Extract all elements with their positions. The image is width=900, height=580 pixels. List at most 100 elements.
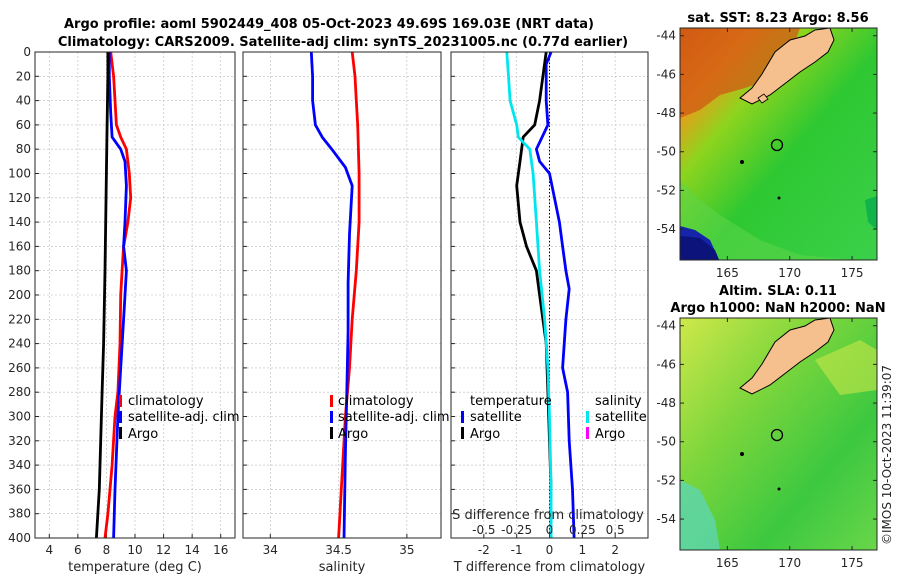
y-tick-label: 0	[23, 45, 31, 59]
legend-swatch-climatology	[330, 395, 333, 407]
y-tick-label: 360	[8, 482, 31, 496]
auckland-island-icon	[777, 487, 781, 491]
legend-label-climatology: climatology	[338, 394, 414, 409]
snares-island-icon	[740, 452, 744, 456]
x-tick-label: 34	[263, 543, 278, 557]
lat-tick-label: -44	[656, 319, 676, 333]
sst-map-frame	[679, 27, 878, 261]
green-patch	[680, 180, 855, 260]
lat-tick-label: -52	[656, 183, 676, 197]
x-tick-label: 2	[611, 543, 619, 557]
y-tick-label: 180	[8, 264, 31, 278]
y-tick-label: 340	[8, 458, 31, 472]
series-salinity-satellite	[505, 51, 553, 538]
sla-map-title-1: Altim. SLA: 0.11	[719, 284, 837, 299]
y-tick-label: 280	[8, 385, 31, 399]
x-tick-label: 10	[127, 543, 142, 557]
y-tick-label: 380	[8, 507, 31, 521]
snares-island-icon	[740, 160, 744, 164]
y-tick-label: 100	[8, 167, 31, 181]
y-tick-label: 80	[16, 142, 31, 156]
series-satellite-adj-clim	[309, 51, 354, 539]
legend-swatch-climatology	[119, 395, 122, 407]
lat-tick-label: -50	[656, 435, 676, 449]
warm-water-patch	[680, 28, 800, 118]
cold-water-core	[680, 236, 720, 260]
x-axis-label: salinity	[319, 560, 366, 575]
y-tick-label: 140	[8, 215, 31, 229]
s-tick-label: 0.5	[606, 523, 625, 537]
profile-marker-icon	[770, 428, 784, 442]
legend-label-temp-satellite: satellite	[470, 410, 522, 425]
lon-tick-label: 175	[841, 266, 864, 280]
y-tick-label: 260	[8, 361, 31, 375]
y-tick-label: 300	[8, 410, 31, 424]
temperature-panel: 0 20 40 60 80 100 120 140 160 180 200 220 240 260 280 3…	[8, 45, 236, 575]
y-tick-label: 160	[8, 239, 31, 253]
sst-map	[680, 28, 877, 260]
legend-swatch-sal-argo	[586, 427, 589, 439]
lat-tick-label: -50	[656, 145, 676, 159]
land-new-zealand	[739, 318, 835, 395]
x-tick-label: 0	[546, 543, 554, 557]
legend-label-argo: Argo	[338, 427, 368, 442]
x-tick-label: 8	[103, 543, 111, 557]
sla-map-frame	[679, 317, 878, 551]
profile-marker-icon	[770, 138, 784, 152]
legend-label-satellite: satellite-adj. clim	[128, 410, 240, 425]
legend-label-satellite: satellite-adj. clim	[338, 410, 450, 425]
series-climatology	[103, 51, 133, 539]
legend-label-sal-satellite: satellite	[595, 410, 647, 425]
difference-panel: -2 -1 0 1 2 T difference from climatology	[450, 51, 649, 575]
east-patch	[865, 196, 877, 230]
x-tick-label: 6	[74, 543, 82, 557]
legend-swatch-argo	[330, 427, 333, 439]
s-tick-label: 0	[546, 523, 554, 537]
x-tick-label: 16	[213, 543, 228, 557]
legend-swatch-temp-argo	[461, 427, 464, 439]
s-difference-ticks: -0.5 -0.25 0 0.25 0.5	[472, 523, 625, 537]
axes-frame	[450, 51, 649, 539]
lon-tick-label: 165	[716, 266, 739, 280]
sla-map	[680, 318, 877, 550]
s-tick-label: 0.25	[569, 523, 596, 537]
sla-map-ticks: -44 -46 -48 -50 -52 -54 165 170 175	[656, 318, 877, 570]
axes-frame	[242, 51, 442, 539]
lon-tick-label: 175	[841, 556, 864, 570]
y-tick-label: 120	[8, 191, 31, 205]
y-tick-label: 400	[8, 531, 31, 545]
s-difference-label: S difference from climatology	[452, 508, 644, 523]
y-tick-label: 20	[16, 69, 31, 83]
x-tick-label: 35	[399, 543, 414, 557]
legend-label-climatology: climatology	[128, 394, 204, 409]
lat-tick-label: -46	[656, 67, 676, 81]
series-temperature-satellite	[535, 51, 576, 539]
legend-swatch-satellite	[119, 411, 122, 423]
lon-tick-label: 170	[778, 556, 801, 570]
s-tick-label: -0.25	[501, 523, 532, 537]
legend-label-sal-argo: Argo	[595, 427, 625, 442]
legend-swatch-satellite	[330, 411, 333, 423]
x-tick-label: 34.5	[325, 543, 352, 557]
legend-swatch-temp-satellite	[461, 411, 464, 423]
lat-tick-label: -48	[656, 396, 676, 410]
legend-title-salinity: salinity	[595, 394, 642, 409]
lon-tick-label: 165	[716, 556, 739, 570]
lat-tick-label: -44	[656, 29, 676, 43]
title-line-2: Climatology: CARS2009. Satellite-adj cli…	[58, 35, 628, 50]
difference-legend: temperature satellite Argo salinity sate…	[461, 394, 647, 442]
legend-swatch-argo	[119, 427, 122, 439]
series-temperature-argo	[515, 51, 553, 538]
y-tick-label: 240	[8, 337, 31, 351]
auckland-island-icon	[777, 196, 781, 200]
lat-tick-label: -48	[656, 106, 676, 120]
x-tick-label: -2	[478, 543, 490, 557]
y-tick-label: 60	[16, 118, 31, 132]
stewart-island	[757, 93, 769, 104]
sla-map-title-2: Argo h1000: NaN h2000: NaN	[670, 301, 885, 316]
y-tick-label: 220	[8, 312, 31, 326]
y-tick-label: 320	[8, 434, 31, 448]
legend-label-temp-argo: Argo	[470, 427, 500, 442]
y-tick-label: 40	[16, 94, 31, 108]
